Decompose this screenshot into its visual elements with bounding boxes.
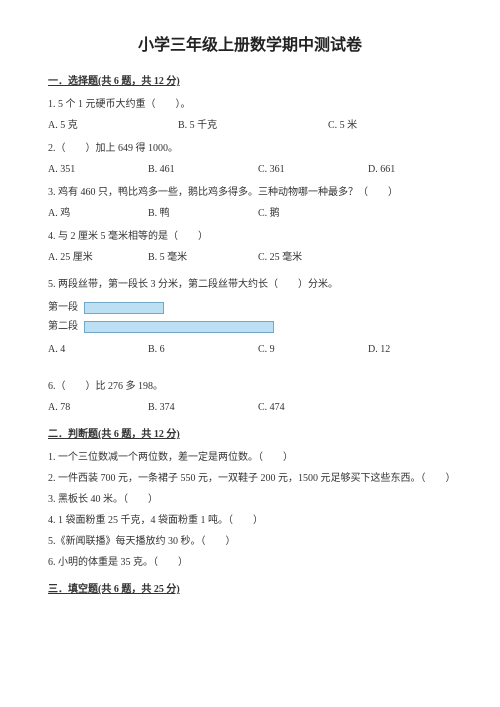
section-3-header: 三．填空题(共 6 题，共 25 分) (48, 581, 452, 598)
q5-bar-diagram: 第一段 第二段 (48, 299, 452, 335)
q4-options: A. 25 厘米 B. 5 毫米 C. 25 毫米 (48, 249, 452, 266)
bar2-box (84, 321, 274, 333)
q6-options: A. 78 B. 374 C. 474 (48, 399, 452, 416)
q6-text: 6.（ ）比 276 多 198。 (48, 378, 452, 395)
q5-opt-b: B. 6 (148, 341, 258, 358)
bar1-box (84, 302, 164, 314)
j4-text: 4. 1 袋面粉重 25 千克，4 袋面粉重 1 吨。（ ） (48, 512, 452, 529)
q3-options: A. 鸡 B. 鸭 C. 鹅 (48, 205, 452, 222)
q1-opt-b: B. 5 千克 (178, 117, 328, 134)
q2-opt-c: C. 361 (258, 161, 368, 178)
q3-opt-b: B. 鸭 (148, 205, 258, 222)
q5-opt-d: D. 12 (368, 341, 390, 358)
j3-text: 3. 黑板长 40 米。（ ） (48, 491, 452, 508)
q2-opt-d: D. 661 (368, 161, 395, 178)
q1-opt-a: A. 5 克 (48, 117, 178, 134)
bar1-label: 第一段 (48, 299, 84, 316)
q5-options: A. 4 B. 6 C. 9 D. 12 (48, 341, 452, 358)
q4-opt-a: A. 25 厘米 (48, 249, 148, 266)
q2-text: 2.（ ）加上 649 得 1000。 (48, 140, 452, 157)
q2-opt-b: B. 461 (148, 161, 258, 178)
section-1-header: 一．选择题(共 6 题，共 12 分) (48, 73, 452, 90)
j1-text: 1. 一个三位数减一个两位数，差一定是两位数。（ ） (48, 449, 452, 466)
q6-opt-b: B. 374 (148, 399, 258, 416)
q4-opt-b: B. 5 毫米 (148, 249, 258, 266)
section-2-header: 二．判断题(共 6 题，共 12 分) (48, 426, 452, 443)
page-title: 小学三年级上册数学期中测试卷 (48, 32, 452, 59)
q5-opt-c: C. 9 (258, 341, 368, 358)
q2-opt-a: A. 351 (48, 161, 148, 178)
q5-opt-a: A. 4 (48, 341, 148, 358)
exam-page: 小学三年级上册数学期中测试卷 一．选择题(共 6 题，共 12 分) 1. 5 … (0, 0, 500, 624)
j2-text: 2. 一件西装 700 元，一条裙子 550 元，一双鞋子 200 元，1500… (48, 470, 452, 487)
bar2-label: 第二段 (48, 318, 84, 335)
q1-opt-c: C. 5 米 (328, 117, 357, 134)
q3-opt-c: C. 鹅 (258, 205, 280, 222)
q2-options: A. 351 B. 461 C. 361 D. 661 (48, 161, 452, 178)
q1-options: A. 5 克 B. 5 千克 C. 5 米 (48, 117, 452, 134)
j5-text: 5.《新闻联播》每天播放约 30 秒。（ ） (48, 533, 452, 550)
q1-text: 1. 5 个 1 元硬币大约重（ ）。 (48, 96, 452, 113)
q4-text: 4. 与 2 厘米 5 毫米相等的是（ ） (48, 228, 452, 245)
bar-row-2: 第二段 (48, 318, 452, 335)
q6-opt-a: A. 78 (48, 399, 148, 416)
q5-text: 5. 两段丝带，第一段长 3 分米，第二段丝带大约长（ ）分米。 (48, 276, 452, 293)
bar-row-1: 第一段 (48, 299, 452, 316)
q3-text: 3. 鸡有 460 只，鸭比鸡多一些，鹅比鸡多得多。三种动物哪一种最多？（ ） (48, 184, 452, 201)
q4-opt-c: C. 25 毫米 (258, 249, 302, 266)
q6-opt-c: C. 474 (258, 399, 285, 416)
q3-opt-a: A. 鸡 (48, 205, 148, 222)
j6-text: 6. 小明的体重是 35 克。（ ） (48, 554, 452, 571)
